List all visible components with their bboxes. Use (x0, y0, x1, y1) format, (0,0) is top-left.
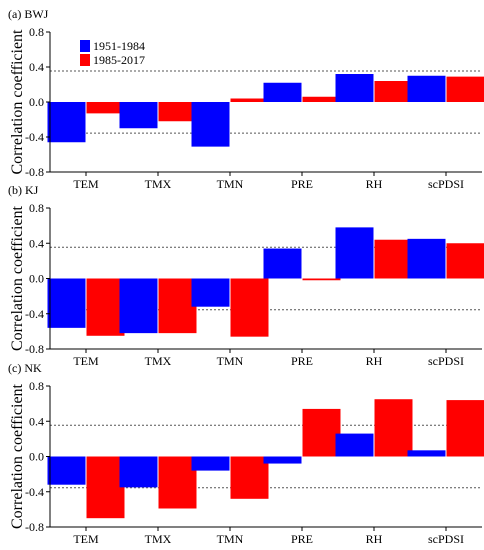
bar-tem-1951-1984 (47, 278, 86, 328)
x-tick-label: PRE (291, 177, 313, 191)
bar-tem-1951-1984 (47, 102, 86, 143)
y-tick-label: -0.8 (25, 342, 44, 356)
x-tick-label: PRE (291, 354, 313, 368)
y-axis-label: Correlation coefficient (9, 205, 26, 351)
legend-label: 1951-1984 (93, 39, 145, 53)
x-tick-label: scPDSI (428, 177, 464, 191)
bar-scpdsi-1951-1984 (407, 75, 446, 102)
legend-label: 1985-2017 (93, 53, 145, 67)
panel-1: (a) BWJ Correlation coefficient TEM TMX TMN P… (8, 7, 484, 191)
y-tick-label: 0.4 (29, 60, 44, 74)
x-tick-label: TMN (217, 532, 244, 546)
bar-pre-1985-2017 (302, 408, 341, 457)
bar-pre-1985-2017 (302, 278, 341, 281)
bar-tmn-1985-2017 (230, 98, 269, 102)
bar-tem-1985-2017 (86, 102, 125, 114)
bar-tmn-1951-1984 (191, 278, 230, 307)
bar-tem-1985-2017 (86, 278, 125, 336)
bar-scpdsi-1985-2017 (446, 76, 484, 102)
x-tick-label: PRE (291, 532, 313, 546)
y-tick-label: 0.4 (29, 414, 44, 428)
bar-tmx-1985-2017 (158, 102, 197, 122)
bar-pre-1951-1984 (263, 456, 302, 464)
y-axis-label: Correlation coefficient (9, 383, 26, 529)
bar-rh-1985-2017 (374, 239, 413, 279)
y-tick-label: -0.4 (25, 130, 44, 144)
x-tick-label: scPDSI (428, 354, 464, 368)
bar-tmn-1985-2017 (230, 456, 269, 499)
panel-title: (a) BWJ (8, 7, 49, 21)
x-tick-label: TEM (73, 177, 99, 191)
y-tick-label: -0.8 (25, 165, 44, 179)
y-tick-label: 0.8 (29, 379, 44, 393)
y-tick-label: -0.4 (25, 485, 44, 499)
panel-title: (c) NK (8, 361, 42, 375)
x-tick-label: TEM (73, 354, 99, 368)
x-tick-label: TMN (217, 177, 244, 191)
bar-tmn-1985-2017 (230, 278, 269, 337)
bar-rh-1951-1984 (335, 74, 374, 102)
legend-swatch (80, 54, 90, 66)
bar-rh-1985-2017 (374, 81, 413, 102)
panel-2: (b) KJ Correlation coefficient TEM TMX TMN PR… (8, 183, 484, 368)
bar-scpdsi-1951-1984 (407, 238, 446, 279)
bar-tmx-1951-1984 (119, 278, 158, 334)
y-tick-label: 0.8 (29, 201, 44, 215)
bar-scpdsi-1985-2017 (446, 400, 484, 457)
y-tick-label: 0.0 (29, 95, 44, 109)
x-tick-label: TEM (73, 532, 99, 546)
bar-pre-1985-2017 (302, 96, 341, 102)
bar-pre-1951-1984 (263, 248, 302, 279)
panel-3: (c) NK Correlation coefficient TEM TMX TMN PR… (8, 361, 484, 546)
x-tick-label: RH (366, 177, 383, 191)
x-tick-label: RH (366, 532, 383, 546)
bar-tem-1951-1984 (47, 456, 86, 485)
bar-tmx-1985-2017 (158, 278, 197, 334)
bar-tmx-1951-1984 (119, 102, 158, 129)
bar-tmn-1951-1984 (191, 456, 230, 471)
y-tick-label: -0.8 (25, 520, 44, 534)
x-tick-label: TMX (145, 532, 172, 546)
bar-scpdsi-1985-2017 (446, 243, 484, 279)
y-tick-label: 0.0 (29, 450, 44, 464)
panel-title: (b) KJ (8, 183, 39, 197)
x-tick-label: TMN (217, 354, 244, 368)
y-tick-label: -0.4 (25, 307, 44, 321)
bar-tmn-1951-1984 (191, 102, 230, 147)
x-tick-label: TMX (145, 354, 172, 368)
legend-swatch (80, 40, 90, 52)
x-tick-label: RH (366, 354, 383, 368)
bar-tmx-1985-2017 (158, 456, 197, 509)
bar-pre-1951-1984 (263, 82, 302, 102)
x-tick-label: TMX (145, 177, 172, 191)
bar-tmx-1951-1984 (119, 456, 158, 488)
y-tick-label: 0.4 (29, 236, 44, 250)
bar-rh-1951-1984 (335, 227, 374, 279)
bar-scpdsi-1951-1984 (407, 450, 446, 457)
bar-rh-1985-2017 (374, 399, 413, 457)
y-tick-label: 0.8 (29, 25, 44, 39)
bar-rh-1951-1984 (335, 433, 374, 457)
x-tick-label: scPDSI (428, 532, 464, 546)
y-tick-label: 0.0 (29, 272, 44, 286)
bar-tem-1985-2017 (86, 456, 125, 519)
y-axis-label: Correlation coefficient (9, 29, 26, 175)
